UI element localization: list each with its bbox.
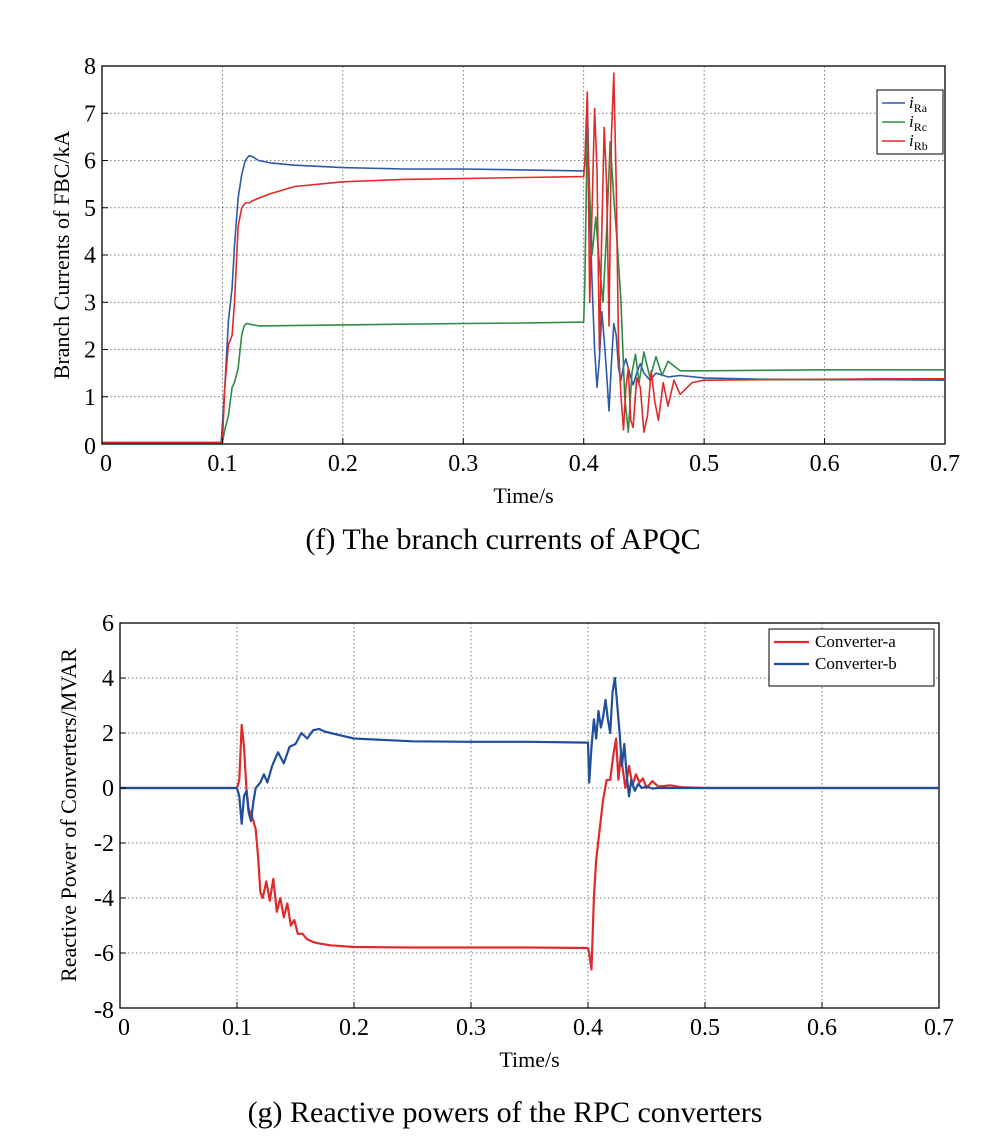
reactive-powers-chart: 0 0.1 0.2 0.3 0.4 0.5 0.6 0.7 -8 -6 -4 -2 0 2 4 6 Time… <box>56 611 954 1129</box>
chart-f-legend-var: i <box>909 93 914 112</box>
chart-f-legend-subscript: Rb <box>914 139 928 153</box>
chart-f-xticks: 0 0.1 0.2 0.3 0.4 0.5 0.6 0.7 <box>100 438 960 477</box>
chart-f-xlabel: Time/s <box>493 483 553 508</box>
chart-f-ytick-label: 6 <box>84 149 96 175</box>
chart-f-ylabel: Branch Currents of FBC/kA <box>49 131 74 380</box>
chart-f-yticks: 0 1 2 3 4 5 6 7 8 <box>84 54 108 460</box>
chart-g-legend: Converter-a Converter-b <box>768 628 935 687</box>
chart-g-legend-label: Converter-a <box>815 632 896 651</box>
chart-f-xtick-label: 0.2 <box>328 451 358 477</box>
chart-f-xtick-label: 0.1 <box>207 451 237 477</box>
chart-f-legend-var: i <box>909 112 914 131</box>
chart-f-series <box>102 72 946 444</box>
chart-g-ytick-label: -4 <box>94 886 114 912</box>
chart-g-xtick-label: 0.6 <box>807 1015 837 1041</box>
chart-f-ytick-label: 3 <box>84 290 96 316</box>
chart-g-xtick-label: 0 <box>118 1015 130 1041</box>
chart-g-series <box>120 676 939 971</box>
chart-f-xtick-label: 0.5 <box>689 451 719 477</box>
chart-g-xtick-label: 0.5 <box>690 1015 720 1041</box>
chart-g-series-converter-b <box>120 676 939 825</box>
chart-f-xtick-label: 0.7 <box>930 451 960 477</box>
chart-f-ytick-label: 8 <box>84 54 96 80</box>
chart-g-xtick-label: 0.1 <box>222 1015 252 1041</box>
chart-f-xtick-label: 0.4 <box>569 451 599 477</box>
chart-g-ylabel: Reactive Power of Converters/MVAR <box>56 648 81 982</box>
chart-g-xlabel: Time/s <box>499 1047 559 1072</box>
chart-f-ytick-label: 5 <box>84 196 96 222</box>
chart-g-xtick-label: 0.4 <box>573 1015 603 1041</box>
chart-g-legend-label: Converter-b <box>815 654 897 673</box>
chart-f-series-irb <box>102 72 945 444</box>
chart-g-ytick-label: 4 <box>102 666 114 692</box>
chart-f-xtick-label: 0.6 <box>810 451 840 477</box>
chart-g-ytick-label: 2 <box>102 721 114 747</box>
chart-f-caption: (f) The branch currents of APQC <box>305 523 700 556</box>
chart-g-yticks: -8 -6 -4 -2 0 2 4 6 <box>94 611 126 1024</box>
chart-f-legend-label: iRc <box>909 112 927 134</box>
chart-g-ytick-label: -8 <box>94 998 114 1024</box>
chart-f-grid <box>102 66 945 444</box>
chart-f-series-irc <box>102 126 945 444</box>
chart-g-ytick-label: 0 <box>102 776 114 802</box>
chart-g-xtick-label: 0.2 <box>339 1015 369 1041</box>
chart-f-legend-label: iRa <box>909 93 928 115</box>
chart-g-ytick-label: -6 <box>94 941 114 967</box>
chart-f-legend-subscript: Rc <box>914 120 927 134</box>
chart-f-xtick-label: 0.3 <box>448 451 478 477</box>
chart-f-xtick-label: 0 <box>100 451 112 477</box>
chart-g-legend-box <box>768 628 935 687</box>
chart-g-ytick-label: 6 <box>102 611 114 637</box>
chart-g-caption: (g) Reactive powers of the RPC converter… <box>248 1096 763 1129</box>
chart-f-legend-var: i <box>909 131 914 150</box>
chart-f-ytick-label: 4 <box>84 243 96 269</box>
chart-g-xticks: 0 0.1 0.2 0.3 0.4 0.5 0.6 0.7 <box>118 1002 954 1041</box>
chart-f-ytick-label: 1 <box>84 385 96 411</box>
chart-g-ytick-label: -2 <box>94 831 114 857</box>
chart-g-xtick-label: 0.3 <box>456 1015 486 1041</box>
chart-f-ytick-label: 2 <box>84 338 96 364</box>
chart-f-ytick-label: 7 <box>84 101 96 127</box>
chart-g-frame <box>119 622 940 1009</box>
chart-f-ytick-label: 0 <box>84 434 96 460</box>
chart-f-legend-label: iRb <box>909 131 928 153</box>
chart-f-legend-subscript: Ra <box>914 101 928 115</box>
chart-g-series-converter-a <box>120 723 939 971</box>
chart-f-series-ira <box>102 98 946 444</box>
chart-g-xtick-label: 0.7 <box>924 1015 954 1041</box>
